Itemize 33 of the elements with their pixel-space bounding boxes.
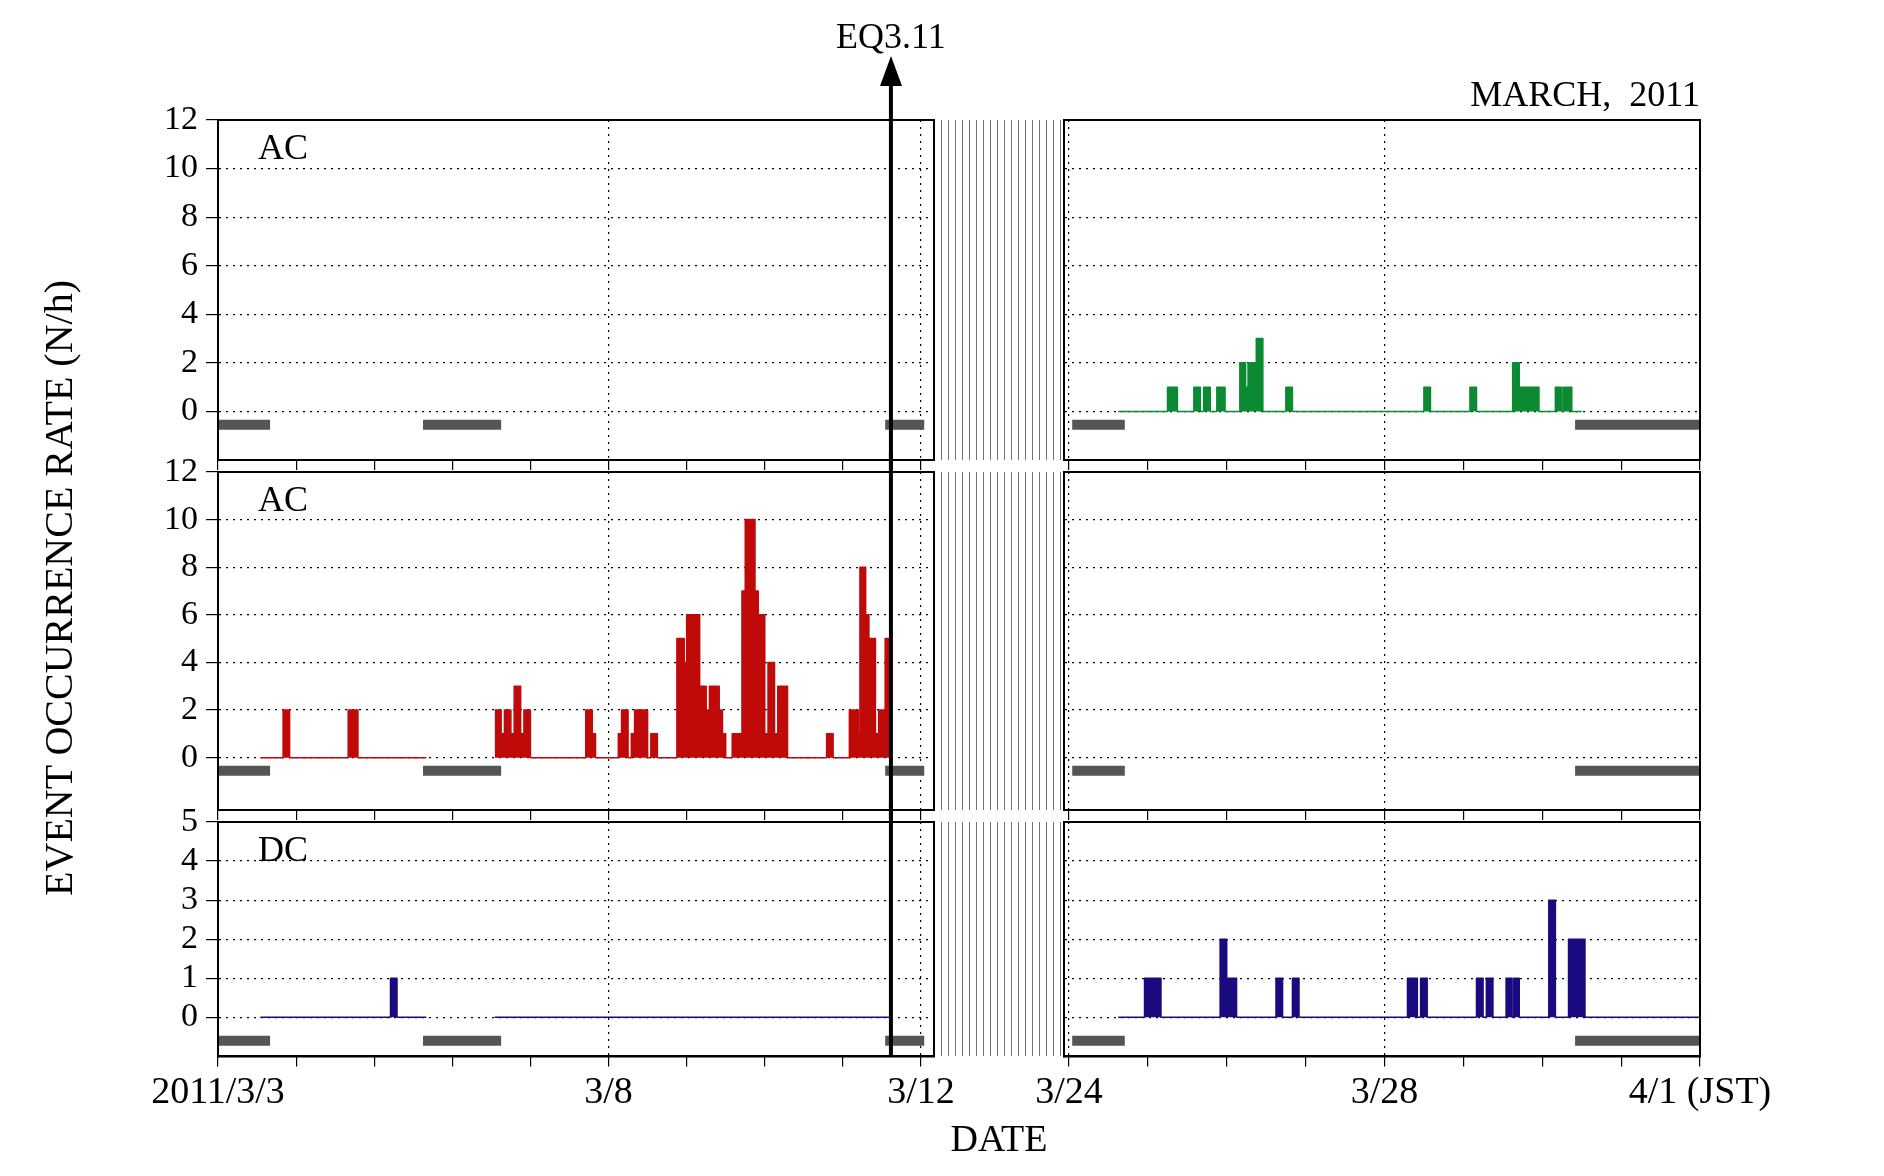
ref-line-label: EQ3.11 [836, 16, 946, 56]
y-tick-label: 0 [181, 736, 198, 774]
annotation: AC [258, 479, 309, 520]
y-tick-label: 4 [181, 293, 198, 331]
y-tick-label: 10 [164, 147, 198, 185]
y-tick-label: 0 [181, 390, 198, 428]
y-tick-label: 3 [181, 879, 198, 917]
annotation: DC [258, 829, 309, 870]
y-tick-label: 2 [181, 688, 198, 726]
y-tick-label: 12 [164, 98, 198, 136]
y-tick-label: 1 [181, 957, 198, 995]
x-tick-label: 4/1 (JST) [1628, 1069, 1772, 1113]
y-tick-label: 8 [181, 546, 198, 584]
y-tick-label: 6 [181, 244, 198, 282]
x-tick-label: 3/8 [584, 1069, 633, 1112]
y-tick-label: 8 [181, 196, 198, 234]
x-tick-label: 3/12 [887, 1069, 955, 1112]
y-tick-label: 5 [181, 800, 198, 838]
y-tick-label: 2 [181, 918, 198, 956]
y-tick-label: 4 [181, 839, 198, 877]
y-tick-label: 10 [164, 498, 198, 536]
x-axis-title: DATE [949, 1116, 1049, 1160]
y-tick-label: 12 [164, 450, 198, 488]
x-tick-label: 3/28 [1350, 1069, 1419, 1112]
y-tick-label: 0 [181, 996, 198, 1034]
y-axis-title: EVENT OCCURRENCE RATE (N/h) [34, 280, 82, 896]
y-tick-label: 4 [181, 641, 198, 679]
annotation: AC [258, 127, 309, 168]
chart-title: MARCH, 2011 [1470, 74, 1700, 114]
x-tick-label: 3/24 [1035, 1069, 1103, 1112]
x-tick-label: 2011/3/3 [151, 1069, 285, 1112]
y-tick-label: 2 [181, 341, 198, 379]
y-tick-label: 6 [181, 593, 198, 631]
